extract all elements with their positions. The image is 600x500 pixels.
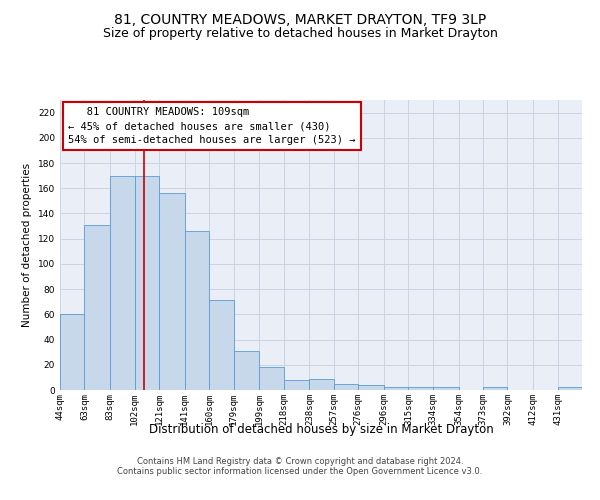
Bar <box>433 388 458 390</box>
Bar <box>85 225 110 390</box>
Bar <box>358 385 384 390</box>
Bar <box>134 176 159 390</box>
Bar <box>60 314 85 390</box>
Bar <box>310 378 334 390</box>
Text: 81 COUNTRY MEADOWS: 109sqm
← 45% of detached houses are smaller (430)
54% of sem: 81 COUNTRY MEADOWS: 109sqm ← 45% of deta… <box>68 108 355 146</box>
Text: Contains public sector information licensed under the Open Government Licence v3: Contains public sector information licen… <box>118 467 482 476</box>
Bar <box>209 300 233 390</box>
Bar <box>409 388 433 390</box>
Bar <box>185 231 209 390</box>
Bar <box>259 368 284 390</box>
Bar <box>284 380 310 390</box>
Y-axis label: Number of detached properties: Number of detached properties <box>22 163 32 327</box>
Text: Distribution of detached houses by size in Market Drayton: Distribution of detached houses by size … <box>149 422 493 436</box>
Text: 81, COUNTRY MEADOWS, MARKET DRAYTON, TF9 3LP: 81, COUNTRY MEADOWS, MARKET DRAYTON, TF9… <box>114 12 486 26</box>
Bar <box>334 384 358 390</box>
Bar <box>557 388 582 390</box>
Bar <box>233 351 259 390</box>
Bar <box>159 194 185 390</box>
Text: Size of property relative to detached houses in Market Drayton: Size of property relative to detached ho… <box>103 28 497 40</box>
Bar <box>384 388 409 390</box>
Text: Contains HM Land Registry data © Crown copyright and database right 2024.: Contains HM Land Registry data © Crown c… <box>137 457 463 466</box>
Bar <box>110 176 134 390</box>
Bar <box>483 388 508 390</box>
